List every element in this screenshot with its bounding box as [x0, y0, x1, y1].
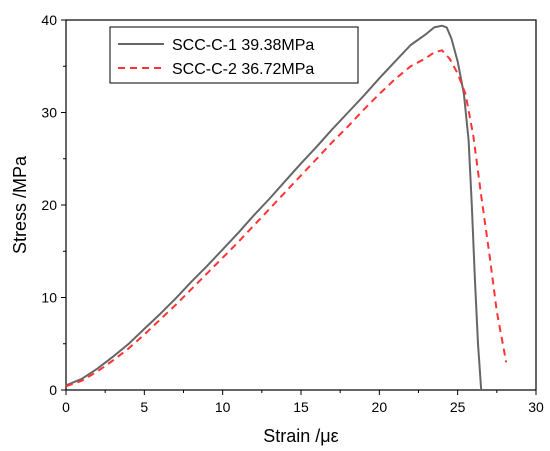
legend-box	[109, 26, 359, 84]
y-tick-label: 20	[41, 197, 57, 213]
legend: SCC-C-1 39.38MPa SCC-C-2 36.72MPa	[109, 26, 359, 84]
x-tick-label: 0	[62, 399, 70, 415]
ticks-layer: 0 5 10 15 20 25 30 0 10 20 30 40	[41, 12, 544, 415]
x-tick-label: 10	[215, 399, 231, 415]
y-tick-label: 0	[49, 382, 57, 398]
y-tick-label: 30	[41, 105, 57, 121]
series-layer	[65, 24, 508, 391]
y-tick-label: 10	[41, 290, 57, 306]
x-tick-label: 15	[293, 399, 309, 415]
legend-label-scc-c-2: SCC-C-2 36.72MPa	[172, 61, 314, 78]
x-axis-title: Strain /με	[263, 426, 338, 446]
series-line-1	[65, 24, 483, 391]
x-tick-label: 25	[450, 399, 466, 415]
x-tick-label: 30	[528, 399, 544, 415]
x-tick-label: 20	[372, 399, 388, 415]
x-tick-label: 5	[140, 399, 148, 415]
y-axis-title: Stress /MPa	[10, 155, 30, 254]
legend-label-scc-c-1: SCC-C-1 39.38MPa	[172, 37, 314, 54]
series-line-2	[65, 49, 508, 388]
y-tick-label: 40	[41, 12, 57, 28]
